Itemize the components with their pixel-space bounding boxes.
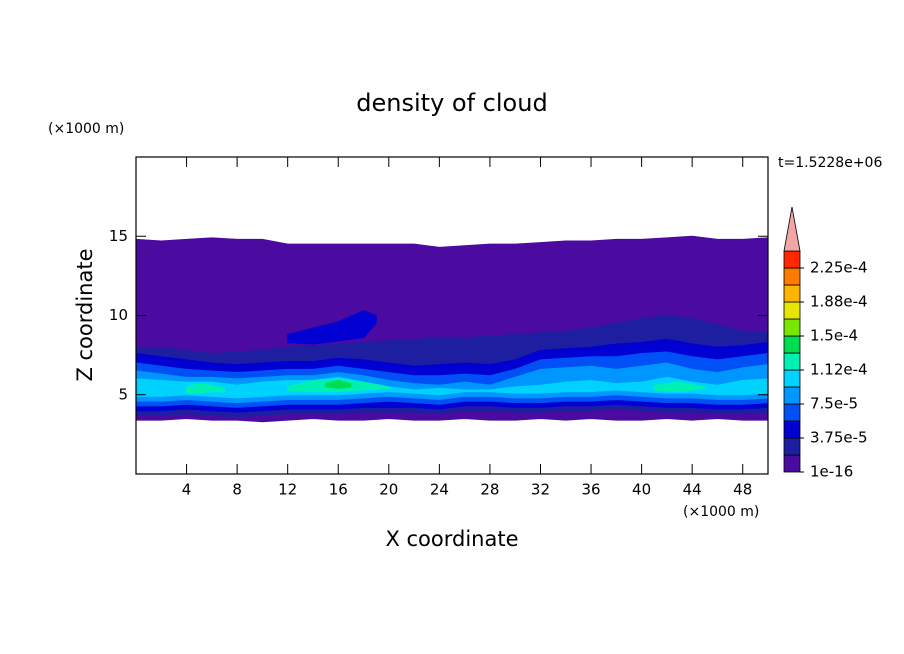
colorbar-tick-label: 7.5e-5	[810, 395, 858, 413]
colorbar-extend	[783, 206, 801, 252]
colorbar-segment	[783, 437, 801, 456]
colorbar-tick-label: 1.88e-4	[810, 293, 868, 311]
colorbar-segment	[783, 318, 801, 337]
contour-band	[325, 379, 352, 389]
colorbar-tick-label: 3.75e-5	[810, 429, 868, 447]
colorbar-segment	[783, 369, 801, 388]
annotation: t=1.5228e+06	[778, 155, 882, 171]
colorbar-tick-label: 1.12e-4	[810, 361, 868, 379]
x-tick-label: 12	[278, 481, 297, 499]
y-unit: (×1000 m)	[48, 121, 124, 137]
x-tick-label: 4	[182, 481, 192, 499]
x-axis-label: X coordinate	[385, 527, 518, 551]
colorbar-segment	[783, 335, 801, 354]
colorbar-segment	[783, 386, 801, 405]
colorbar-tick-label: 1.5e-4	[810, 327, 858, 345]
colorbar-segment	[783, 352, 801, 371]
contour-band	[136, 376, 768, 399]
x-tick-label: 32	[531, 481, 550, 499]
contour-band	[287, 310, 377, 345]
x-tick-label: 24	[430, 481, 449, 499]
colorbar-segment	[783, 454, 801, 473]
colorbar-tick-label: 1e-16	[810, 463, 853, 481]
x-tick-label: 20	[379, 481, 398, 499]
x-tick-label: 40	[632, 481, 651, 499]
x-tick-label: 16	[329, 481, 348, 499]
colorbar-segment	[783, 284, 801, 303]
y-axis-label: Z coordinate	[73, 248, 97, 381]
contour-field	[136, 235, 768, 423]
colorbar-segment	[783, 250, 801, 269]
contour-band	[653, 381, 706, 393]
x-tick-label: 8	[232, 481, 242, 499]
colorbar-segment	[783, 301, 801, 320]
colorbar-segment	[783, 403, 801, 422]
contour-band	[186, 383, 225, 394]
colorbar-segment	[783, 267, 801, 286]
x-tick-label: 48	[733, 481, 752, 499]
y-tick-label: 5	[118, 385, 128, 403]
chart-title: density of cloud	[356, 89, 547, 117]
y-tick-label: 10	[109, 306, 128, 324]
colorbar: 1e-16 3.75e-5 7.5e-5 1.12e-4 1.5e-4 1.88e-4 2.…	[783, 206, 868, 481]
x-tick-label: 36	[581, 481, 600, 499]
x-unit: (×1000 m)	[683, 504, 759, 520]
x-tick-label: 28	[480, 481, 499, 499]
x-tick-label: 44	[683, 481, 702, 499]
colorbar-segment	[783, 420, 801, 439]
colorbar-tick-label: 2.25e-4	[810, 259, 868, 277]
y-tick-label: 15	[109, 227, 128, 245]
